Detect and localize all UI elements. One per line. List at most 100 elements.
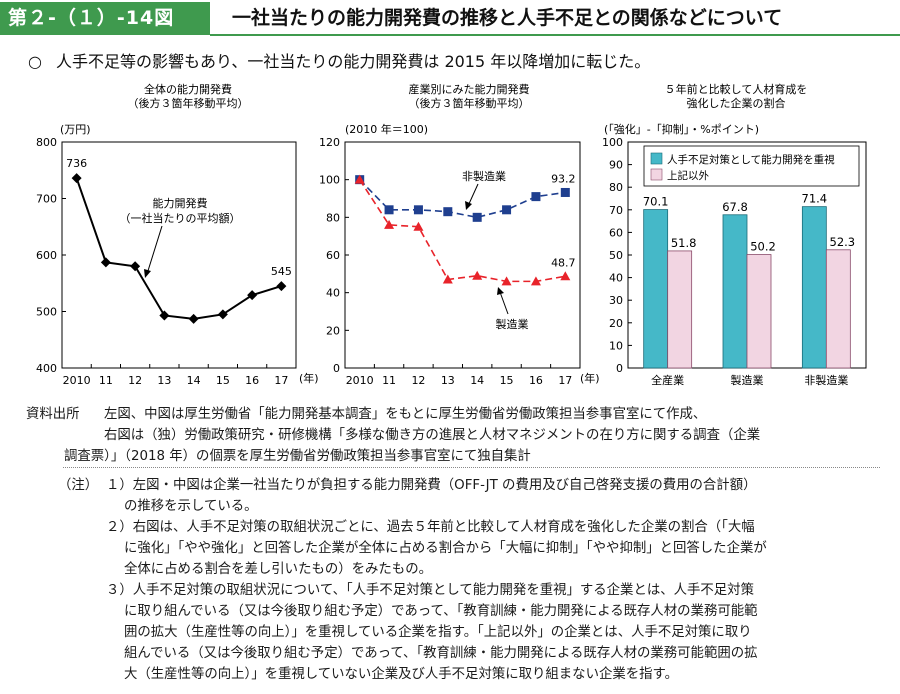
chart-industry-unit: (2010 年＝100): [345, 122, 428, 136]
chart-hr-ytick-label: 70: [609, 204, 623, 217]
bar-other: [746, 254, 772, 369]
manufacturing-point: [413, 221, 424, 231]
chart-hr-ytick-label: 100: [602, 136, 623, 149]
manufacturing-point: [472, 270, 483, 280]
chart-overall-xtick-label: 14: [187, 374, 201, 387]
chart-overall-xtick-label: 11: [99, 374, 113, 387]
non-manufacturing-point: [472, 212, 482, 222]
legend-label-non-manufacturing: 非製造業: [462, 169, 506, 183]
chart-overall-unit: (万円): [60, 123, 91, 136]
source-line-2: 右図は（独）労働政策研究・研修機構「多様な働き方の進展と人材マネジメントの在り方…: [104, 428, 761, 443]
legend-text-1: 人手不足対策として能力開発を重視: [667, 153, 835, 166]
note-line-10: 大（生産性等の向上）」を重視していない企業及び人手不足対策に取り組まない企業を指…: [124, 667, 678, 682]
chart-hr-axes: 0 10 20 30 40 50 60 70 80 90 100 全産業 製造業 非製造業: [602, 136, 867, 387]
chart-industry-ytick-label: 80: [326, 211, 340, 224]
bar-prioritize-development: [801, 206, 827, 369]
chart-overall: 全体の能力開発費 （後方３箇年移動平均） (万円) (年) 400 500 600 7…: [36, 82, 319, 387]
chart-hr-ytick-label: 50: [609, 249, 623, 262]
chart-industry-xtick-label: 15: [500, 374, 514, 387]
chart-industry-ytick-label: 120: [319, 136, 340, 149]
bar-prioritize-development: [643, 209, 669, 369]
summary-bullet: ○: [28, 52, 42, 71]
industry-line-non-manufacturing: [359, 179, 566, 219]
bar-value-label: 50.2: [750, 240, 776, 254]
chart-overall-ytick-label: 400: [36, 362, 57, 375]
overall-data-label: 545: [271, 265, 292, 278]
chart-overall-ytick-label: 800: [36, 136, 57, 149]
figure-title: 一社当たりの能力開発費の推移と人手不足との関係などについて: [232, 7, 783, 29]
manufacturing-pointer: [499, 291, 509, 315]
bar-value-label: 67.8: [722, 200, 748, 214]
chart-overall-xtick-label: 16: [245, 374, 259, 387]
chart-industry-xtick-label: 2010: [346, 374, 374, 387]
chart-hr-subtitle: 強化した企業の割合: [687, 96, 786, 110]
non-manufacturing-point: [443, 207, 453, 217]
industry-line-manufacturing: [359, 179, 566, 283]
chart-industry-series: 93.2 48.7: [354, 172, 576, 286]
chart-industry-xtick-label: 16: [529, 374, 543, 387]
figure-label: 第２-（１）-14図: [0, 2, 210, 35]
summary-text: 人手不足等の影響もあり、一社当たりの能力開発費は 2015 年以降増加に転じた。: [56, 52, 651, 71]
chart-overall-xtick-label: 12: [128, 374, 142, 387]
note-line-8: 囲の拡大（生産性等の向上）」を重視している企業を指す。「上記以外」の企業とは、人…: [124, 625, 752, 640]
chart-overall-xtick-label: 13: [157, 374, 171, 387]
chart-hr-ytick-label: 10: [609, 339, 623, 352]
chart-by-industry: 産業別にみた能力開発費 （後方３箇年移動平均） (2010 年＝100) (年)…: [319, 82, 600, 387]
chart-industry-subtitle: （後方３箇年移動平均）: [409, 96, 530, 110]
notes-separator: [63, 467, 880, 468]
chart-hr-legend: 人手不足対策として能力開発を重視 上記以外: [643, 145, 860, 187]
chart-hr-category-label: 製造業: [731, 373, 764, 387]
industry-data-label: 48.7: [551, 256, 576, 269]
chart-overall-axes: 400 500 600 700 800 2010 11 12 13 14 15 16 17: [36, 136, 297, 387]
bar-other: [825, 249, 851, 369]
overall-line: [75, 177, 282, 320]
legend-swatch-2: [650, 168, 663, 181]
manufacturing-arrowhead: [497, 287, 504, 295]
non-manufacturing-point: [531, 192, 541, 202]
summary-line: ○ 人手不足等の影響もあり、一社当たりの能力開発費は 2015 年以降増加に転じた…: [28, 48, 650, 72]
chart-overall-annotation-1: 能力開発費: [153, 196, 208, 210]
chart-overall-series: 736 545: [66, 157, 292, 324]
overall-point: [159, 310, 170, 321]
overall-data-label: 736: [66, 157, 87, 170]
note-line-5: 全体に占める割合を差し引いたもの）をみたもの。: [124, 562, 432, 577]
overall-point: [217, 309, 228, 320]
manufacturing-point: [442, 274, 453, 284]
chart-hr-bars: 70.1 51.8 67.8 50.2 71.4 52.3: [643, 192, 856, 369]
chart-hr-category-label: 全産業: [651, 373, 684, 387]
chart-hr-title: ５年前と比較して人材育成を: [665, 82, 808, 96]
chart-overall-ytick-label: 600: [36, 249, 57, 262]
overall-point: [71, 173, 82, 184]
chart-hr-ytick-label: 30: [609, 294, 623, 307]
note-line-2: の推移を示している。: [124, 499, 258, 514]
chart-overall-annotation-2: （一社当たりの平均額）: [120, 211, 241, 225]
manufacturing-point: [354, 174, 365, 184]
overall-point: [130, 261, 141, 272]
bar-value-label: 52.3: [830, 235, 856, 249]
chart-industry-x-unit: (年): [580, 371, 600, 385]
chart-industry-ytick-label: 100: [319, 174, 340, 187]
non-manufacturing-point: [502, 205, 512, 215]
overall-point: [247, 290, 258, 301]
bar-prioritize-development: [722, 214, 748, 369]
overall-point: [100, 257, 111, 268]
chart-industry-ytick-label: 40: [326, 287, 340, 300]
chart-overall-ytick-label: 700: [36, 193, 57, 206]
chart-industry-xtick-label: 12: [411, 374, 425, 387]
chart-hr-ytick-label: 80: [609, 181, 623, 194]
chart-hr-ytick-label: 60: [609, 226, 623, 239]
bar-value-label: 70.1: [643, 195, 669, 209]
source-line-3: 調査票）」（2018 年）の個票を厚生労働省労働政策担当参事官室にて独自集計: [64, 449, 531, 464]
overall-point: [276, 281, 287, 292]
note-line-4: に強化」「やや強化」と回答した企業が全体に占める割合から「大幅に抑制」「やや抑制…: [124, 541, 767, 556]
non-manufacturing-point: [384, 205, 394, 215]
source-line-1: 左図、中図は厚生労働省「能力開発基本調査」をもとに厚生労働省労働政策担当参事官室…: [104, 407, 707, 422]
chart-hr-ytick-label: 0: [616, 362, 623, 375]
legend-label-manufacturing: 製造業: [496, 317, 529, 331]
legend-frame: [643, 145, 860, 187]
note-label: （注）: [58, 478, 99, 493]
chart-overall-ytick-label: 500: [36, 306, 57, 319]
manufacturing-point: [560, 271, 571, 281]
source-label: 資料出所: [26, 407, 80, 422]
chart-overall-xtick-label: 17: [274, 374, 288, 387]
